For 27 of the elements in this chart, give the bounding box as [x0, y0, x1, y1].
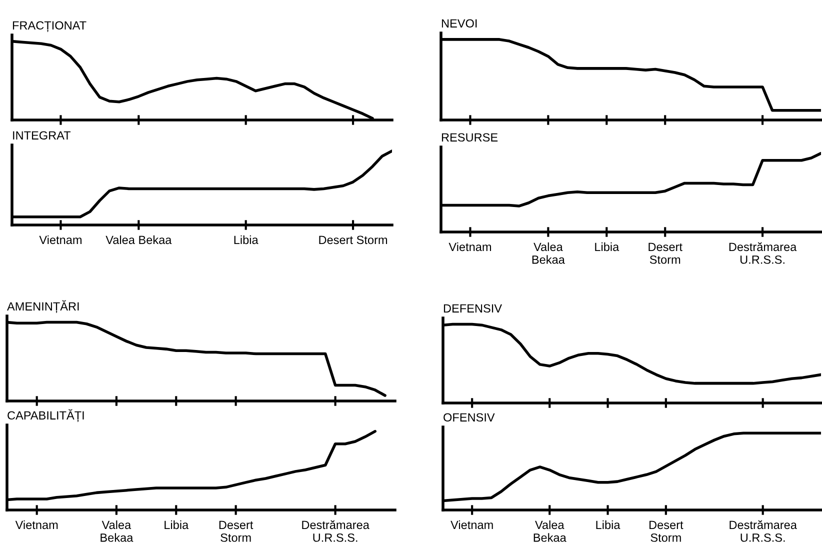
x-tick-label: Valea Bekaa	[532, 242, 565, 264]
chart-title: INTEGRAT	[13, 131, 71, 140]
x-tick-label: Desert Storm	[319, 236, 388, 244]
chart-title: AMENINȚĂRI	[7, 300, 79, 313]
chart-title: NEVOI	[442, 19, 477, 28]
x-tick-label: Valea Bekaa	[106, 235, 172, 244]
x-tick-label: Libia	[234, 235, 258, 244]
x-tick-label: Desert Storm	[650, 520, 684, 542]
x-tick-label: Desert Storm	[219, 520, 254, 542]
chart-title: CAPABILITĂȚI	[8, 409, 84, 422]
x-tick-label: Vietnam	[39, 235, 82, 244]
x-tick-label: Vietnam	[15, 520, 58, 530]
x-tick-label: Valea Bekaa	[534, 520, 566, 542]
x-tick-label: Libia	[164, 520, 189, 530]
x-tick-label: Destrămarea U.R.S.S.	[730, 520, 797, 542]
x-tick-label: Libia	[595, 242, 620, 252]
x-tick-label: Destrămarea U.R.S.S.	[729, 242, 797, 264]
chart-title: OFENSIV	[444, 413, 495, 422]
chart-title: FRACȚIONAT	[12, 21, 86, 32]
x-tick-label: Desert Storm	[648, 242, 682, 264]
x-tick-label: Libia	[596, 520, 620, 530]
chart-title: RESURSE	[442, 133, 498, 142]
chart-title: DEFENSIV	[444, 304, 502, 313]
x-tick-label: Vietnam	[450, 520, 493, 530]
x-tick-label: Valea Bekaa	[100, 520, 134, 542]
x-tick-label: Destrămarea U.R.S.S.	[302, 520, 370, 542]
x-tick-label: Vietnam	[448, 242, 492, 252]
